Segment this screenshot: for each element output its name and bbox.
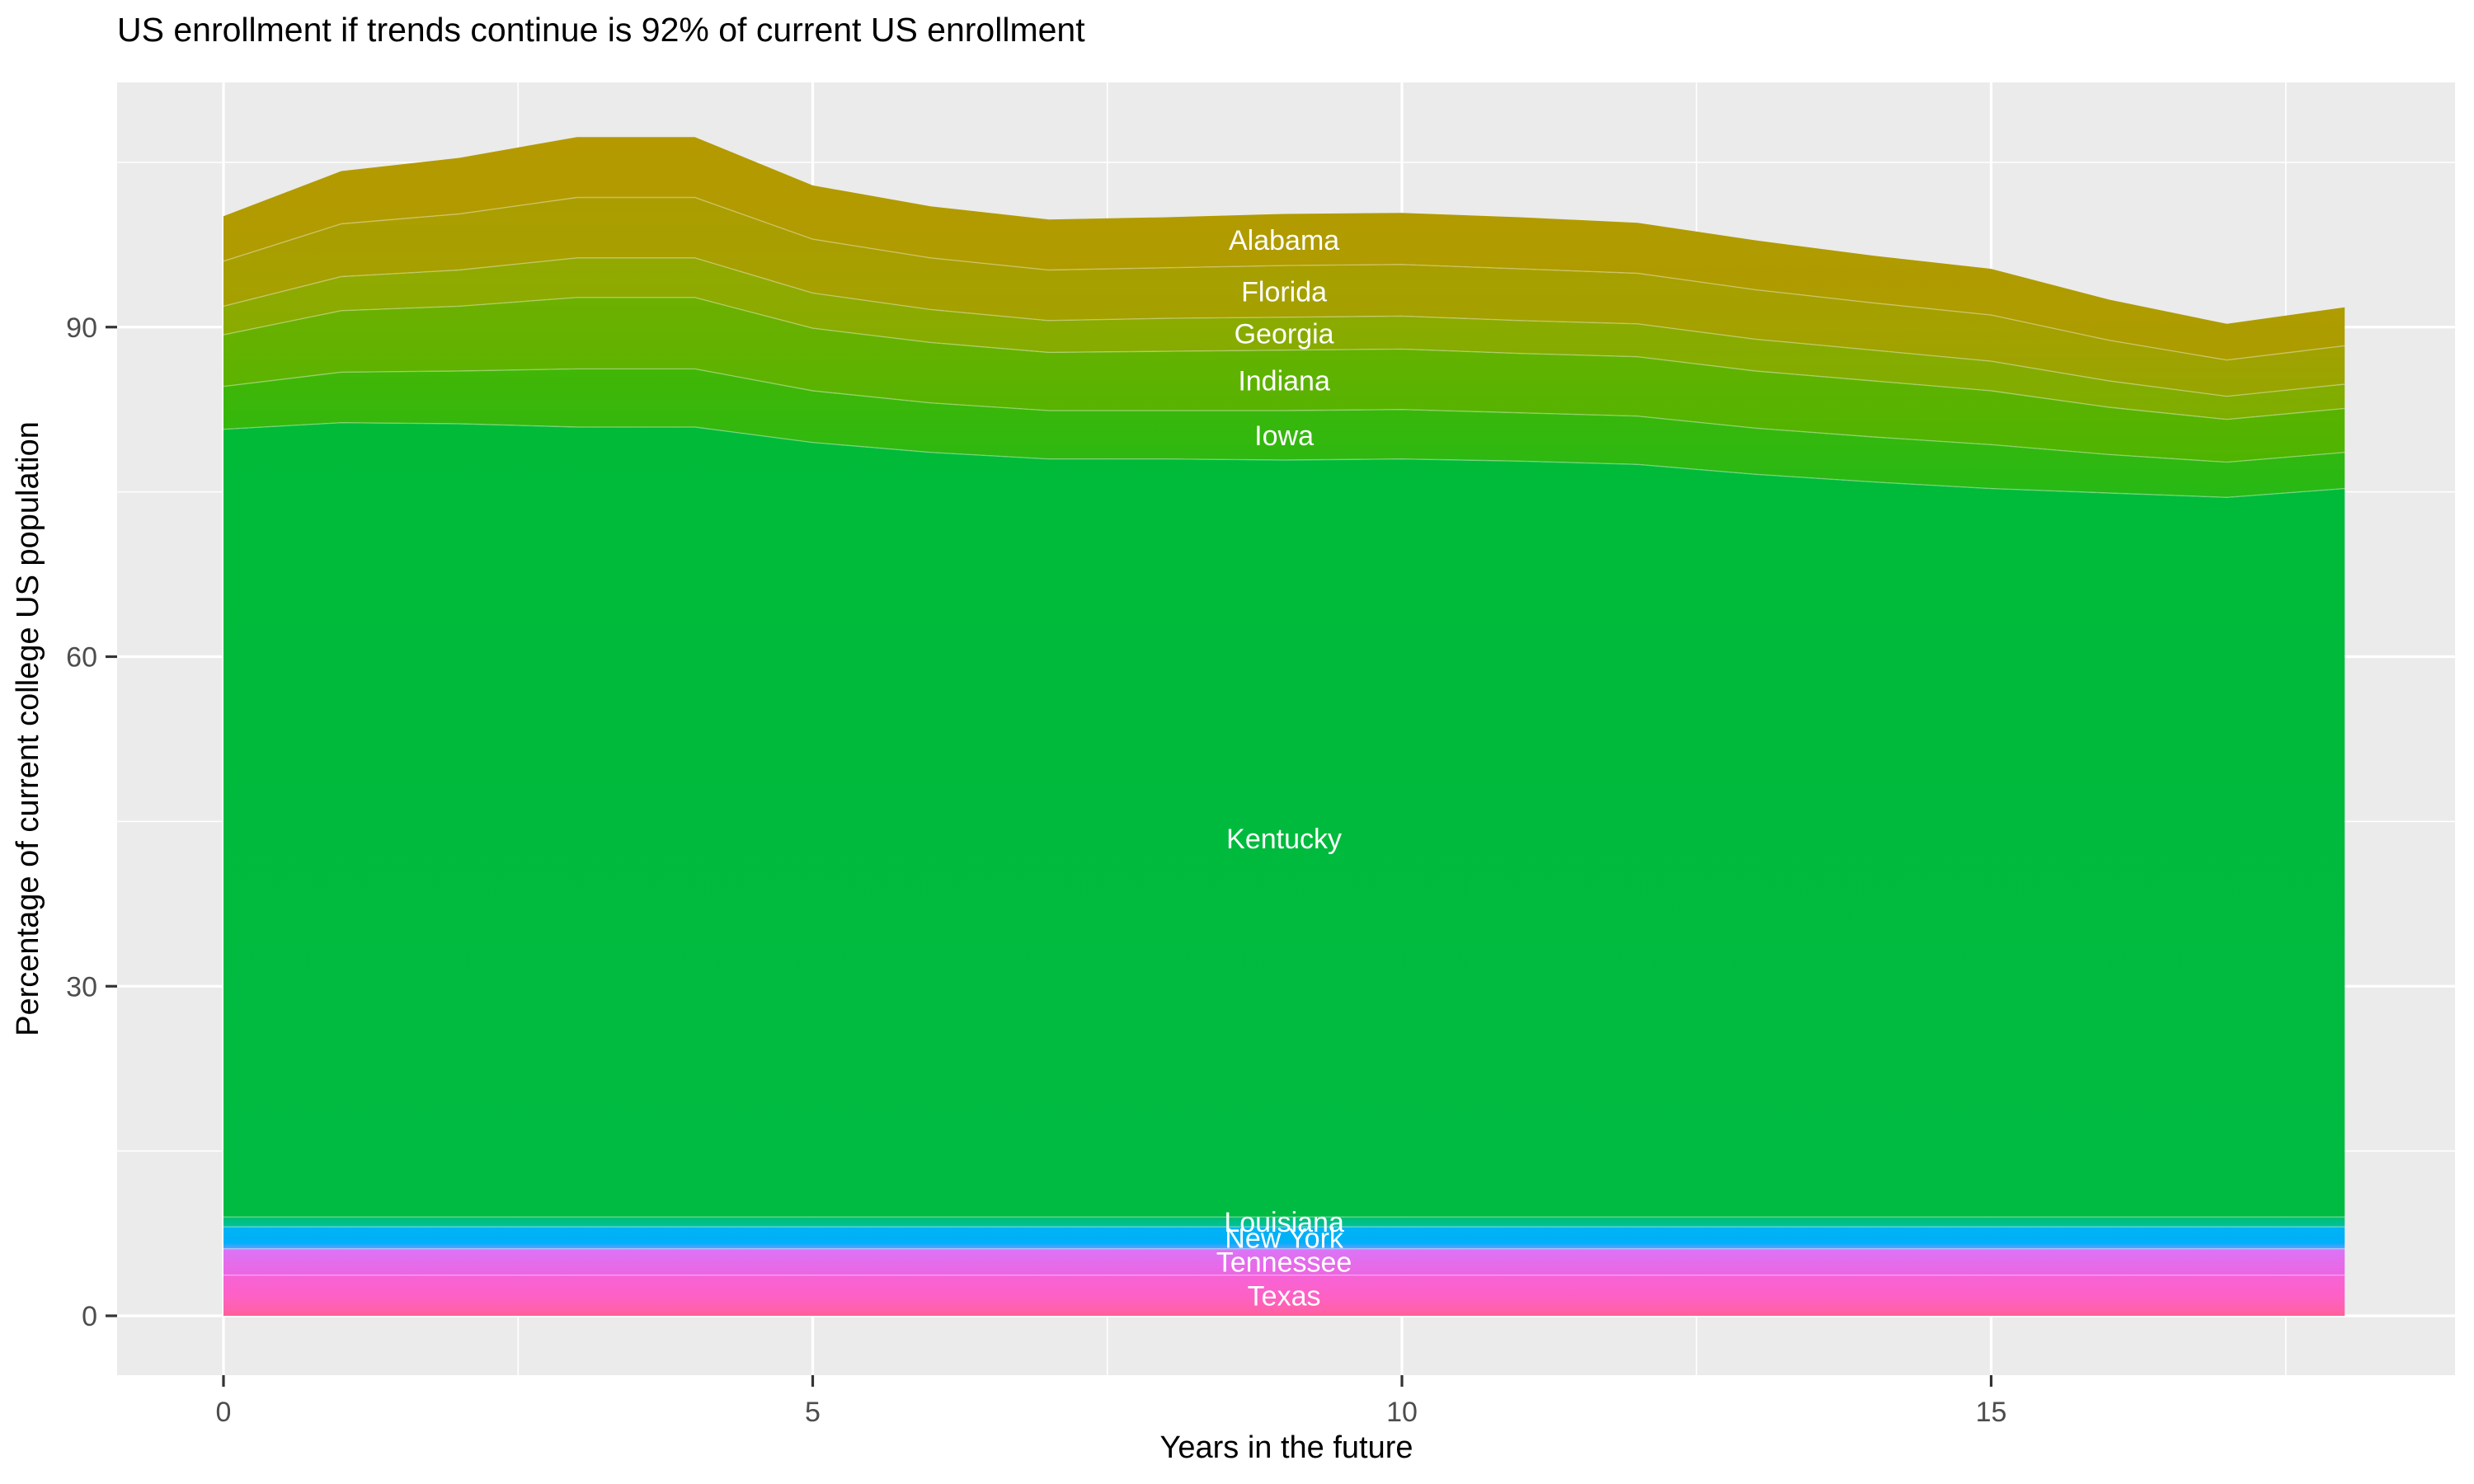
y-tick-label: 90 [66, 312, 97, 344]
band-boundary-line [223, 257, 2345, 397]
x-tick-label: 10 [1386, 1397, 1418, 1428]
chart-title: US enrollment if trends continue is 92% … [117, 11, 1085, 49]
state-label-new-york: New York [1225, 1223, 1344, 1254]
x-axis-title: Years in the future [1159, 1430, 1413, 1465]
state-label-georgia: Georgia [1235, 319, 1334, 350]
area-band-new-york [223, 1227, 2345, 1249]
band-boundary-line [223, 297, 2345, 420]
x-tick-label: 5 [805, 1397, 821, 1428]
area-band-florida [223, 197, 2345, 397]
band-boundary-line [223, 196, 2345, 361]
y-tick-label: 60 [66, 642, 97, 674]
state-label-texas: Texas [1248, 1280, 1321, 1312]
state-label-tennessee: Tennessee [1216, 1247, 1352, 1279]
stacked-areas [223, 137, 2345, 1316]
state-label-louisiana: Louisiana [1224, 1207, 1344, 1238]
x-tick-label: 15 [1976, 1397, 2007, 1428]
area-band-louisiana [223, 1217, 2345, 1228]
area-band-tennessee [223, 1248, 2345, 1275]
axis-tick-labels: 0 5 10 15 0 30 60 90 [66, 312, 2006, 1428]
state-label-florida: Florida [1241, 276, 1327, 308]
area-band-iowa [223, 369, 2345, 498]
state-label-alabama: Alabama [1229, 225, 1339, 256]
area-band-texas [223, 1275, 2345, 1316]
band-boundary-line [223, 421, 2345, 499]
state-label-iowa: Iowa [1254, 420, 1314, 452]
area-band-georgia [223, 257, 2345, 420]
band-boundaries [223, 196, 2345, 1276]
axis-ticks [106, 326, 1993, 1387]
area-band-kentucky [223, 422, 2345, 1218]
band-boundary-line [223, 368, 2345, 463]
area-band-alabama [223, 137, 2345, 360]
x-tick-label: 0 [216, 1397, 232, 1428]
state-label-kentucky: Kentucky [1226, 824, 1342, 855]
area-band-indiana [223, 297, 2345, 463]
y-tick-label: 30 [66, 971, 97, 1003]
y-tick-label: 0 [82, 1301, 97, 1332]
state-label-indiana: Indiana [1238, 365, 1330, 397]
y-axis-title: Percentage of current college US populat… [11, 421, 45, 1036]
